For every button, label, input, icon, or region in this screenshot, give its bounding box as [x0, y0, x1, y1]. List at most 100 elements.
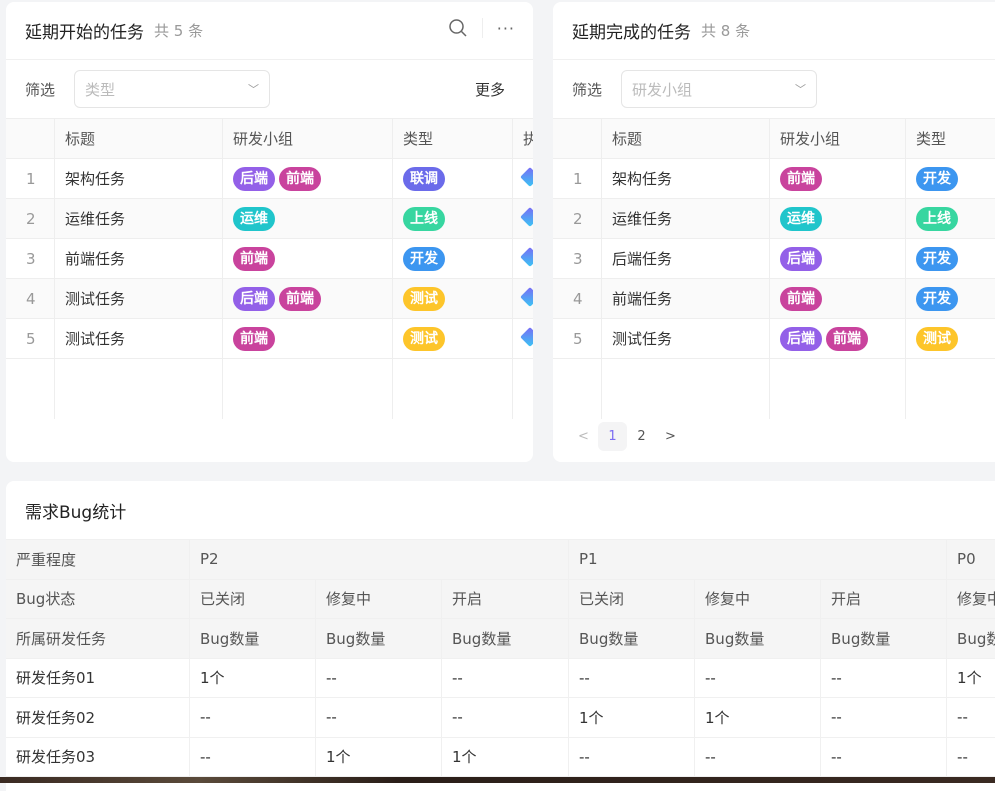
card-header: 延期开始的任务 共 5 条 ···	[6, 2, 533, 60]
group-filter-select[interactable]: 研发小组﹀	[621, 70, 817, 108]
divider	[482, 18, 483, 38]
bug-count: --	[947, 698, 995, 738]
task-title[interactable]: 后端任务	[602, 239, 770, 279]
card-title: 延期开始的任务	[25, 18, 144, 43]
group-cell: 后端前端	[223, 159, 393, 199]
status-label: Bug状态	[6, 579, 190, 619]
index-header	[6, 119, 55, 159]
status-header: 开启	[442, 579, 569, 619]
task-title[interactable]: 测试任务	[55, 279, 223, 319]
empty-cell	[906, 359, 995, 419]
empty-cell	[513, 359, 534, 419]
prev-page-icon[interactable]: <	[569, 422, 598, 451]
type-cell: 上线	[906, 199, 995, 239]
chevron-down-icon: ﹀	[795, 81, 806, 97]
select-placeholder: 类型	[85, 79, 115, 100]
bug-stats-table: 严重程度P2P1P0Bug状态已关闭修复中开启已关闭修复中开启修复中所属研发任务…	[6, 539, 995, 777]
task-title[interactable]: 运维任务	[55, 199, 223, 239]
column-header[interactable]: 类型	[393, 119, 513, 159]
metric-header: Bug数量	[316, 619, 442, 659]
type-tag: 测试	[403, 287, 445, 311]
group-tag: 前端	[233, 327, 275, 351]
task-title[interactable]: 运维任务	[602, 199, 770, 239]
bug-count: --	[821, 698, 947, 738]
task-title[interactable]: 架构任务	[55, 159, 223, 199]
column-header[interactable]: 研发小组	[223, 119, 393, 159]
task-name[interactable]: 研发任务03	[6, 737, 190, 777]
severity-header: P2	[190, 540, 569, 580]
task-name[interactable]: 研发任务02	[6, 698, 190, 738]
type-tag: 测试	[403, 327, 445, 351]
empty-cell	[770, 359, 906, 419]
bug-count: --	[695, 658, 821, 698]
group-cell: 运维	[770, 199, 906, 239]
bug-count: 1个	[947, 658, 995, 698]
more-options-icon[interactable]: ···	[497, 19, 515, 38]
type-cell: 开发	[906, 239, 995, 279]
group-cell: 前端	[770, 279, 906, 319]
column-header[interactable]: 研发小组	[770, 119, 906, 159]
avatar-icon	[520, 327, 533, 347]
group-tag: 后端	[233, 167, 275, 191]
metric-header: Bug数量	[442, 619, 569, 659]
column-header[interactable]: 标题	[602, 119, 770, 159]
empty-cell	[55, 359, 223, 419]
severity-header: P1	[569, 540, 947, 580]
avatar-icon	[520, 287, 533, 307]
task-title[interactable]: 测试任务	[602, 319, 770, 359]
type-filter-select[interactable]: 类型 ﹀	[74, 70, 270, 108]
row-index: 1	[6, 159, 55, 199]
task-title[interactable]: 架构任务	[602, 159, 770, 199]
type-tag: 测试	[916, 327, 958, 351]
group-tag: 运维	[780, 207, 822, 231]
group-tag: 前端	[780, 167, 822, 191]
metric-header: Bug数量	[569, 619, 695, 659]
metric-header: Bug数量	[821, 619, 947, 659]
task-title[interactable]: 前端任务	[55, 239, 223, 279]
assignee-cell	[513, 239, 534, 279]
group-tag: 运维	[233, 207, 275, 231]
chevron-down-icon: ﹀	[248, 81, 259, 97]
type-cell: 开发	[906, 279, 995, 319]
task-name[interactable]: 研发任务01	[6, 658, 190, 698]
column-header[interactable]: 类型	[906, 119, 995, 159]
group-tag: 后端	[233, 287, 275, 311]
row-index: 3	[6, 239, 55, 279]
task-title[interactable]: 前端任务	[602, 279, 770, 319]
bug-count: --	[821, 737, 947, 777]
type-cell: 开发	[393, 239, 513, 279]
search-icon[interactable]	[448, 18, 468, 38]
bug-count: --	[442, 698, 569, 738]
bug-count: --	[190, 737, 316, 777]
page-2[interactable]: 2	[627, 422, 656, 451]
column-header[interactable]: 执行人	[513, 119, 534, 159]
type-tag: 联调	[403, 167, 445, 191]
group-tag: 后端	[780, 247, 822, 271]
avatar-icon	[520, 247, 533, 267]
task-label: 所属研发任务	[6, 619, 190, 659]
more-filters-button[interactable]: 更多	[475, 79, 505, 100]
group-cell: 前端	[223, 319, 393, 359]
bug-count: --	[569, 658, 695, 698]
page-1[interactable]: 1	[598, 422, 627, 451]
bug-count: --	[821, 658, 947, 698]
column-header[interactable]: 标题	[55, 119, 223, 159]
task-title[interactable]: 测试任务	[55, 319, 223, 359]
group-tag: 前端	[780, 287, 822, 311]
next-page-icon[interactable]: >	[656, 422, 685, 451]
group-cell: 前端	[223, 239, 393, 279]
bug-count: 1个	[190, 658, 316, 698]
